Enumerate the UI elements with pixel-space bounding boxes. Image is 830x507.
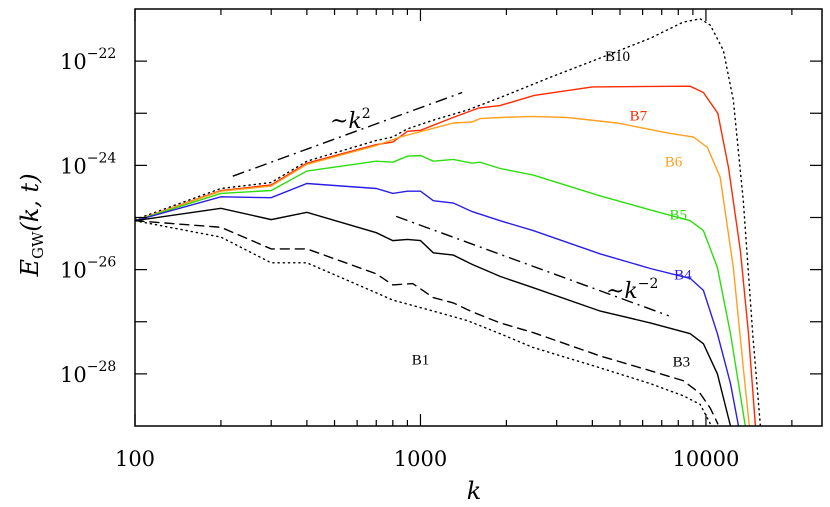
series-label-b1: B1 — [412, 353, 430, 369]
series-label-b7: B7 — [630, 108, 648, 124]
y-axis-title-main: E — [16, 259, 44, 278]
series-label-b6: B6 — [665, 155, 683, 171]
series-label-b10: B10 — [605, 49, 630, 65]
series-line-b1 — [135, 220, 711, 425]
reference-line-k-minus2 — [395, 215, 670, 317]
y-tick-label-base: 10 — [60, 154, 87, 178]
reference-label-exponent: 2 — [362, 106, 371, 122]
y-axis-title-args: (k, t) — [16, 173, 44, 231]
y-tick-label: 10−24 — [60, 150, 116, 178]
y-tick-label: 10−26 — [60, 255, 116, 283]
series-line-b10 — [135, 18, 762, 426]
reference-line-k2 — [232, 91, 463, 177]
reference-label-k2: ~k2 — [330, 106, 371, 134]
plot-frame — [134, 8, 823, 427]
y-tick-label-exponent: −22 — [87, 46, 117, 62]
y-tick-label-exponent: −28 — [87, 359, 117, 375]
axis-ticks — [134, 9, 822, 426]
x-tick-label: 1000 — [394, 447, 447, 471]
series-label-b4: B4 — [674, 267, 692, 283]
y-tick-label-base: 10 — [60, 259, 87, 283]
reference-label-k-minus2: ~k−2 — [606, 276, 658, 304]
y-axis-title: EGW(k, t) — [16, 173, 47, 277]
y-tick-label: 10−22 — [60, 46, 116, 74]
series-line-b4 — [135, 182, 740, 426]
series-label-b3: B3 — [673, 354, 691, 370]
series-line-unlabeled-6 — [135, 220, 719, 425]
series-line-b5 — [135, 154, 746, 426]
y-tick-label: 10−28 — [60, 359, 116, 387]
x-tick-label: 10000 — [673, 447, 740, 471]
y-tick-label-exponent: −24 — [87, 150, 117, 166]
series-label-b5: B5 — [670, 207, 688, 223]
series-line-b3 — [135, 207, 732, 426]
reference-label-exponent: −2 — [638, 276, 659, 292]
reference-label-text: ~k — [606, 279, 638, 304]
y-tick-label-exponent: −26 — [87, 255, 117, 271]
y-axis-title-sub: GW — [29, 231, 47, 259]
series-line-b6 — [135, 115, 750, 426]
y-tick-label-base: 10 — [60, 363, 87, 387]
reference-label-text: ~k — [330, 109, 362, 134]
x-tick-label: 100 — [115, 447, 155, 471]
series-line-b7 — [135, 85, 757, 426]
y-tick-label-base: 10 — [60, 50, 87, 74]
x-axis-title: k — [467, 477, 482, 505]
